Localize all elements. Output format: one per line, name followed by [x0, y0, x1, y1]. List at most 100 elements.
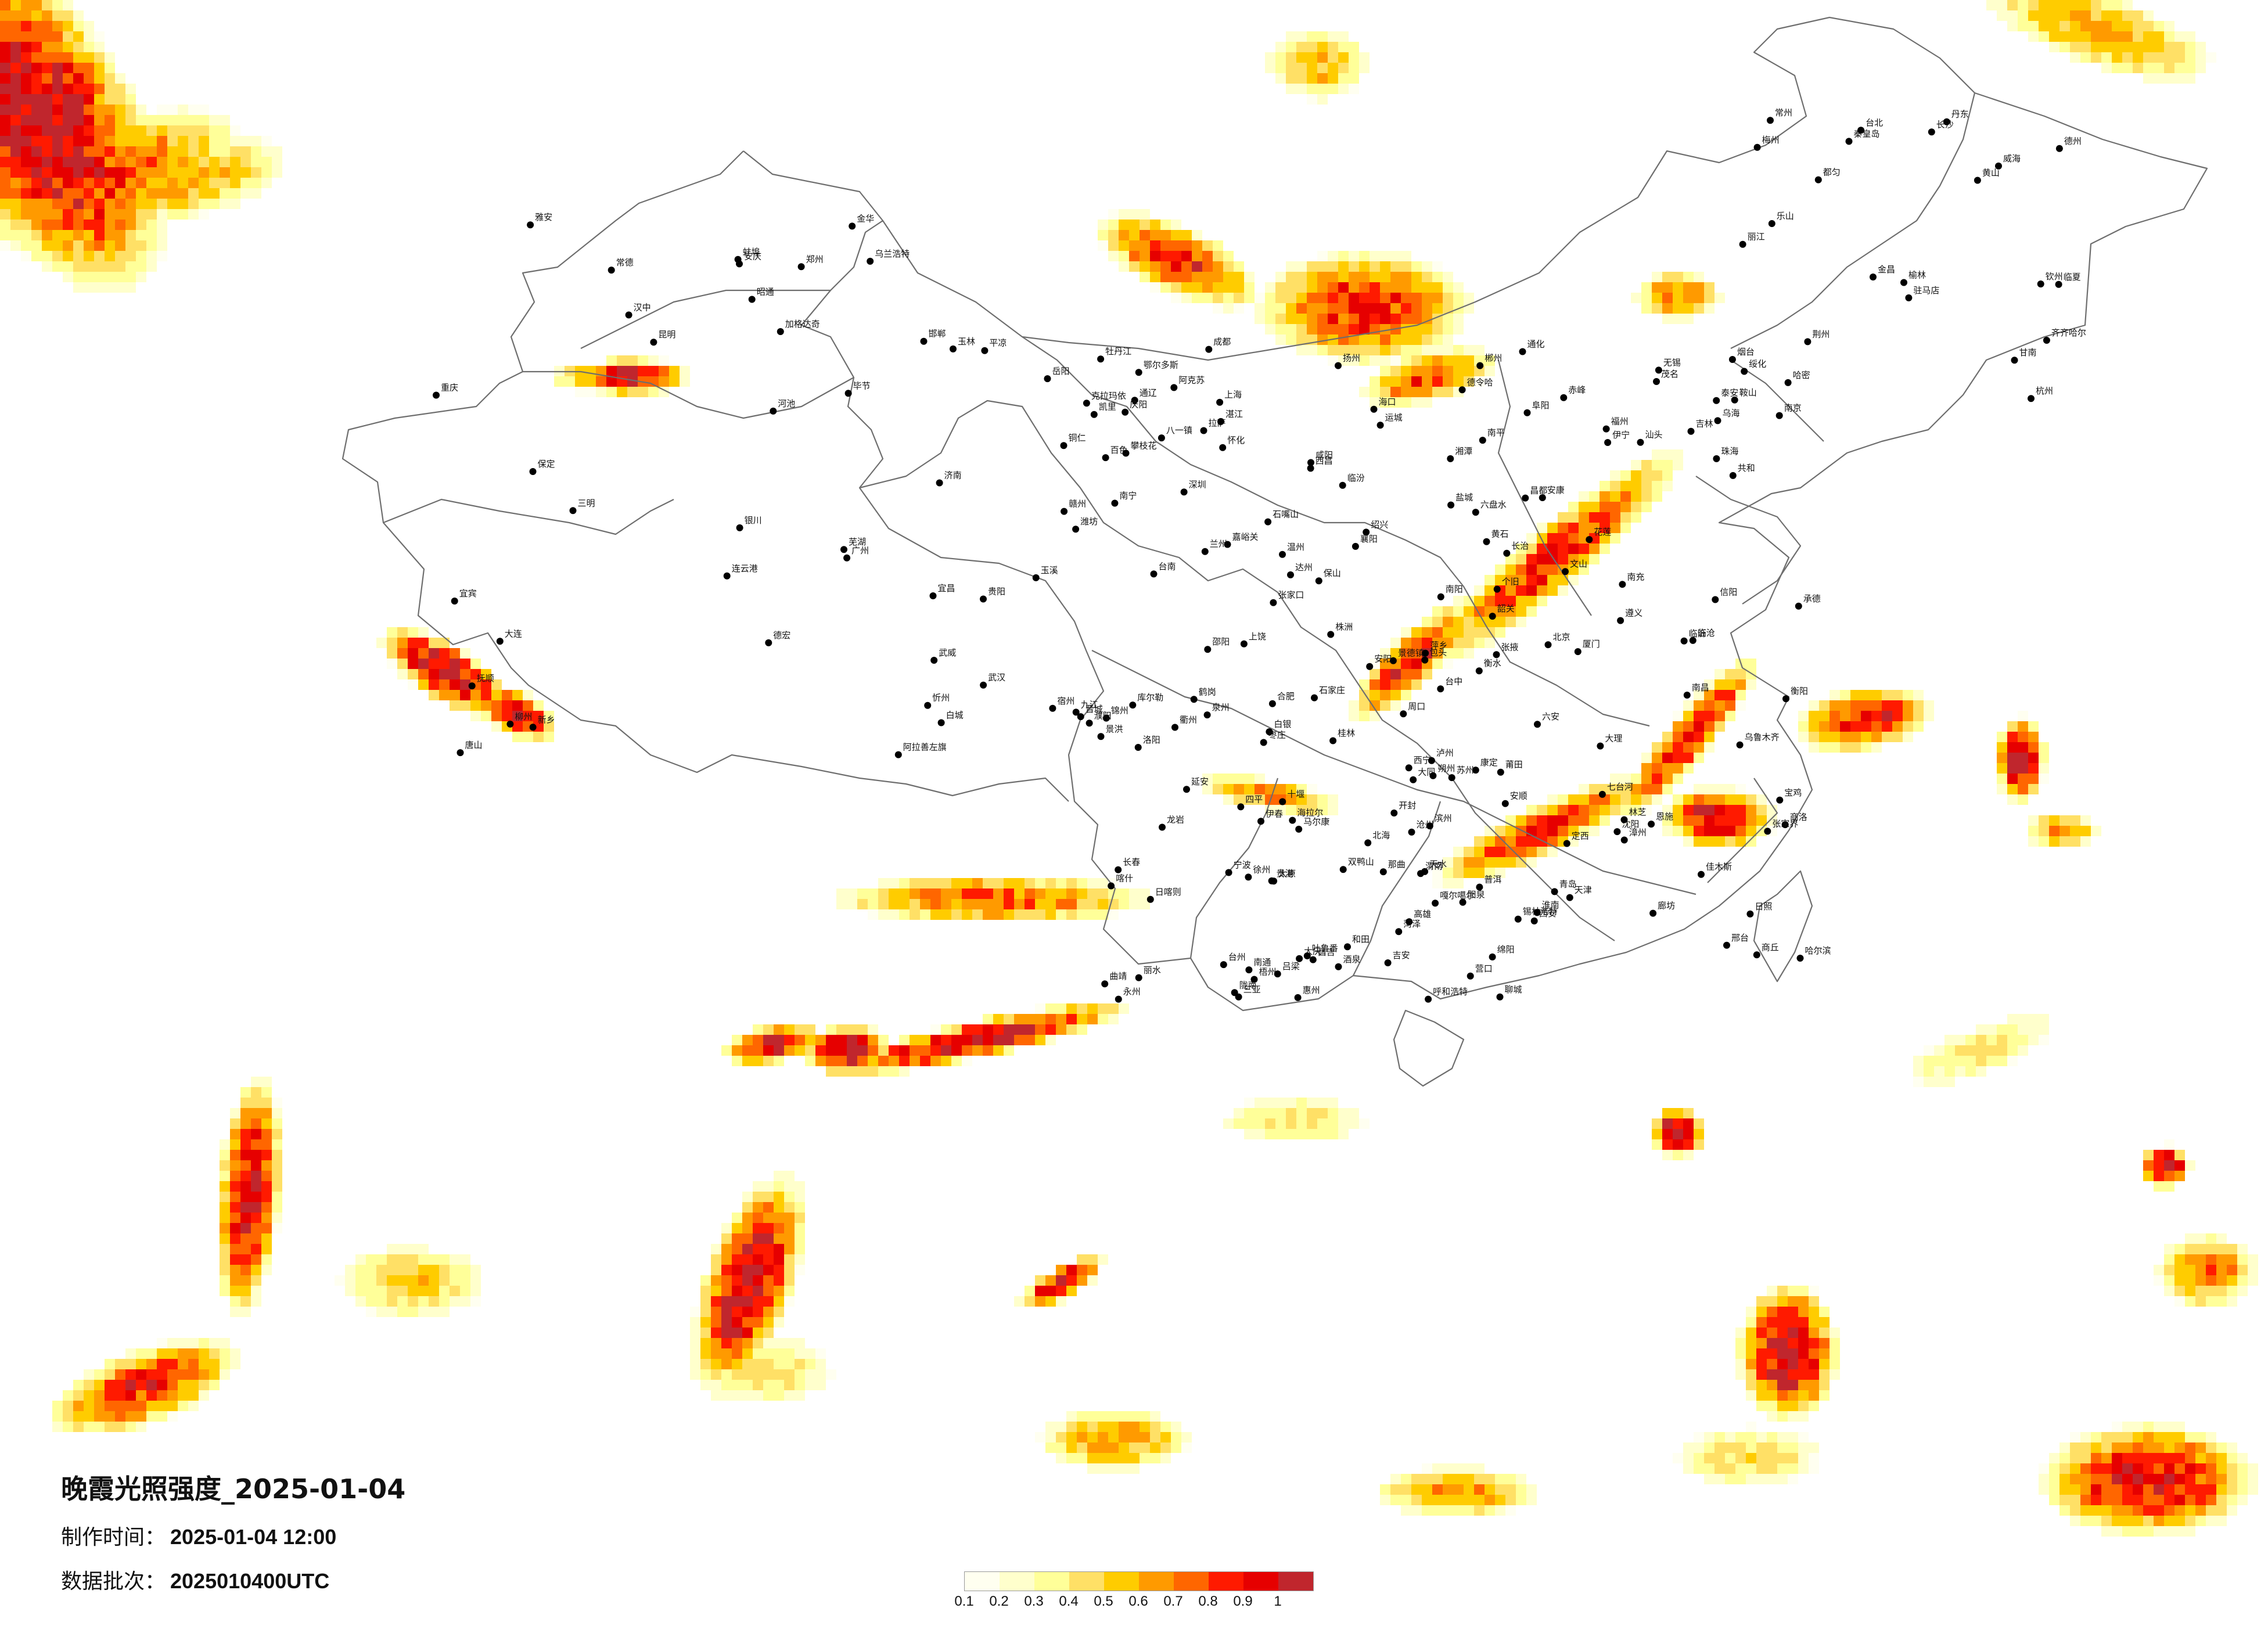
city-label: 丽水 — [1144, 965, 1161, 976]
city-label: 安康 — [1547, 485, 1565, 495]
city-label: 佳木斯 — [1706, 862, 1732, 872]
city-dot — [1784, 379, 1792, 386]
city-label: 黄石 — [1491, 529, 1509, 539]
city-dot — [1712, 596, 1719, 603]
city-dot — [1736, 741, 1744, 749]
city-dot — [1753, 143, 1761, 151]
city-dot — [1519, 348, 1526, 355]
city-label: 武威 — [939, 647, 956, 658]
city-label: 昌都 — [1530, 485, 1547, 496]
city-dot — [1905, 294, 1913, 301]
city-label: 徐州 — [1253, 864, 1270, 875]
city-dot — [1447, 455, 1454, 462]
city-dot — [1698, 870, 1705, 878]
city-label: 绵阳 — [1497, 944, 1515, 955]
city-dot — [1250, 976, 1258, 983]
city-label: 西安 — [1539, 908, 1557, 919]
city-label: 邯郸 — [929, 329, 946, 339]
city-dot — [950, 345, 957, 352]
city-label: 韶关 — [1497, 603, 1515, 614]
city-label: 泰安 — [1721, 388, 1738, 398]
city-dot — [1497, 768, 1504, 776]
city-dot — [1090, 411, 1098, 418]
city-dot — [1689, 636, 1696, 644]
legend-swatch — [1069, 1572, 1104, 1591]
city-label: 晋城 — [1086, 704, 1103, 714]
city-label: 成都 — [1213, 337, 1231, 347]
city-dot — [736, 524, 743, 531]
city-dot — [1264, 518, 1272, 526]
legend-swatch — [1278, 1572, 1313, 1591]
city-label: 遵义 — [1625, 608, 1642, 618]
city-label: 六安 — [1542, 711, 1559, 722]
city-label: 威海 — [2003, 153, 2021, 164]
city-dot — [1364, 839, 1372, 847]
city-label: 湛江 — [1225, 409, 1243, 419]
city-dot — [1563, 840, 1570, 847]
city-dot — [529, 724, 537, 731]
city-dot — [1131, 397, 1138, 404]
city-dot — [1204, 646, 1212, 653]
city-dot — [1782, 695, 1789, 703]
city-label: 昌吉 — [1318, 947, 1335, 958]
city-label: 汉中 — [634, 302, 651, 312]
city-dot — [1637, 438, 1644, 446]
legend-swatch — [1104, 1572, 1139, 1591]
legend-tick-label: 0.4 — [1059, 1593, 1079, 1609]
city-dot — [2043, 337, 2050, 344]
city-label: 柳州 — [515, 711, 532, 722]
city-dot — [1405, 764, 1412, 772]
city-label: 珠海 — [1721, 446, 1738, 456]
city-label: 驻马店 — [1913, 285, 1939, 296]
city-dot — [1814, 176, 1822, 184]
city-dot — [1602, 425, 1610, 433]
city-label: 八一镇 — [1166, 425, 1192, 436]
city-label: 克拉玛依 — [1091, 390, 1126, 401]
legend-swatch — [1243, 1572, 1278, 1591]
city-label: 沈阳 — [1622, 819, 1639, 829]
city-label: 郴州 — [1485, 353, 1502, 364]
city-label: 共和 — [1738, 463, 1755, 473]
city-dot — [924, 702, 932, 709]
city-label: 林芝 — [1629, 807, 1647, 818]
city-label: 武汉 — [988, 672, 1005, 683]
city-label: 马尔康 — [1303, 816, 1329, 827]
city-dot — [1260, 739, 1267, 746]
city-label: 丽江 — [1748, 232, 1765, 242]
city-label: 邵阳 — [1212, 636, 1230, 647]
city-label: 德州 — [2064, 136, 2082, 146]
city-label: 贵港 — [1277, 868, 1294, 879]
city-label: 无锡 — [1663, 357, 1681, 368]
city-label: 宁波 — [1234, 860, 1251, 870]
city-dot — [929, 592, 937, 599]
city-label: 龙岩 — [1167, 815, 1184, 825]
city-label: 包头 — [1429, 647, 1447, 658]
city-dot — [1514, 915, 1522, 923]
city-dot — [1032, 574, 1040, 581]
city-label: 张掖 — [1501, 642, 1519, 652]
city-label: 绥化 — [1749, 359, 1766, 369]
city-dot — [1533, 909, 1541, 916]
city-label: 大庆 — [1304, 946, 1321, 956]
city-label: 四平 — [1245, 794, 1263, 804]
city-label: 新乡 — [538, 714, 555, 725]
city-dot — [1501, 800, 1509, 807]
city-dot — [1522, 494, 1529, 502]
city-label: 张家口 — [1278, 590, 1304, 600]
city-dot — [844, 390, 852, 397]
city-label: 达州 — [1295, 562, 1313, 573]
city-label: 海拉尔 — [1297, 808, 1323, 818]
city-dot — [1219, 444, 1227, 451]
city-dot — [1731, 396, 1738, 404]
city-label: 南通 — [1253, 957, 1271, 967]
city-label: 安顺 — [1510, 791, 1527, 801]
city-label: 那曲 — [1388, 859, 1406, 869]
city-label: 海口 — [1379, 397, 1396, 407]
city-label: 保定 — [538, 459, 555, 469]
city-label: 鞍山 — [1739, 387, 1757, 398]
city-dot — [894, 751, 902, 758]
city-dot — [1753, 951, 1760, 959]
city-dot — [1201, 548, 1209, 555]
city-dot — [1309, 956, 1317, 963]
